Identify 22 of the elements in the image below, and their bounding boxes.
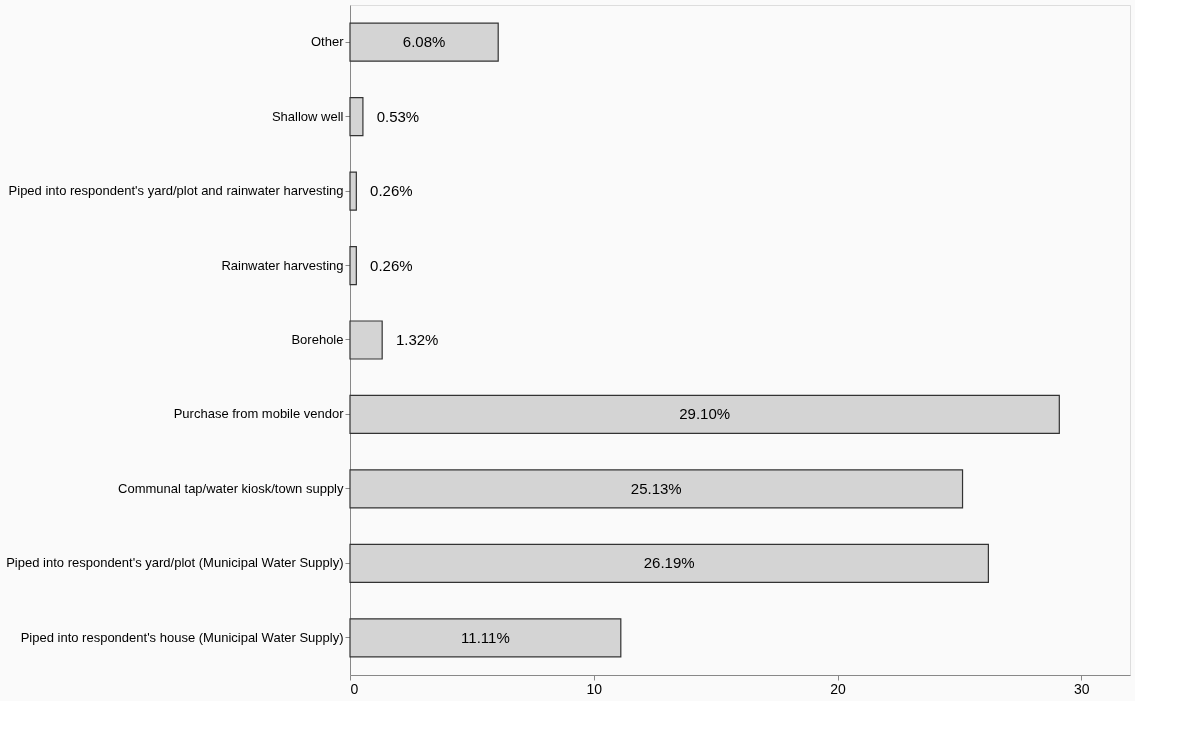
data-label: 0.26% [370, 256, 413, 274]
data-label: 26.19% [643, 554, 695, 572]
data-label: 29.10% [679, 405, 731, 423]
y-tick-label: Purchase from mobile vendor [173, 406, 345, 422]
y-tick-label: Rainwater harvesting [221, 257, 344, 273]
y-tick-label: Communal tap/water kiosk/town supply [118, 480, 344, 496]
data-label: 11.11% [461, 628, 510, 646]
y-tick-label: Piped into respondent's house (Municipal Water Supply) [20, 629, 344, 645]
data-label: 1.32% [395, 331, 439, 348]
x-tick-label: 0 [350, 680, 359, 697]
y-tick-label: Piped into respondent's yard/plot and rainwater harvesting [8, 183, 344, 199]
x-tick-label: 20 [830, 680, 846, 697]
data-label: 0.53% [376, 107, 420, 125]
y-tick-label: Shallow well [271, 108, 344, 124]
x-tick-label: 30 [1073, 680, 1090, 697]
data-label: 6.08% [402, 33, 446, 51]
x-tick-label: 10 [586, 680, 603, 697]
data-label: 0.26% [370, 182, 413, 200]
y-tick-label: Piped into respondent's yard/plot (Municipal Water Supply) [6, 555, 344, 571]
y-tick-label: Other [310, 34, 345, 50]
data-label: 25.13% [630, 479, 682, 497]
y-tick-label: Borehole [291, 332, 344, 347]
